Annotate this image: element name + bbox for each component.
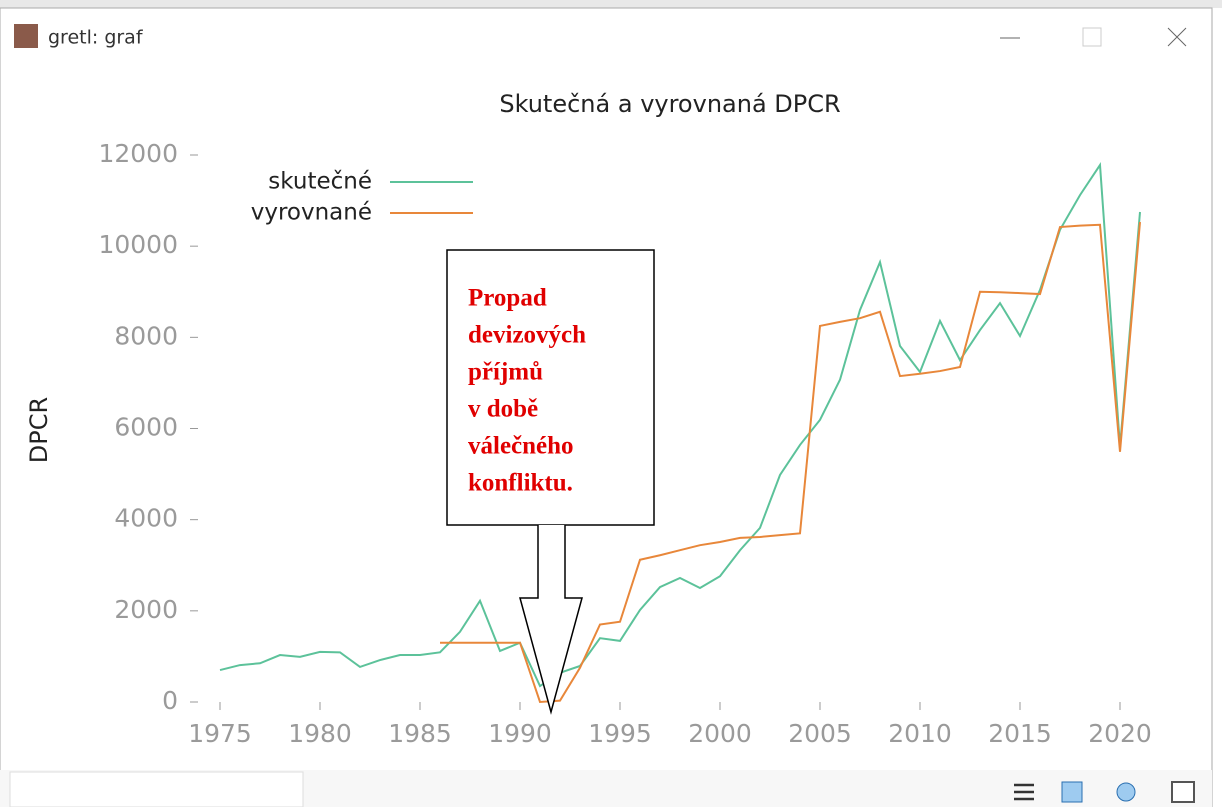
- annotation-text: v době: [468, 396, 538, 423]
- maximize-button[interactable]: [1082, 27, 1102, 47]
- annotation-text: konfliktu.: [468, 470, 573, 497]
- x-tick-label: 1995: [588, 719, 652, 748]
- x-tick-label: 2010: [888, 719, 952, 748]
- legend-label: vyrovnané: [251, 200, 372, 226]
- y-tick-label: 4000: [114, 504, 178, 533]
- annotation-text: Propad: [468, 285, 547, 312]
- x-tick-label: 2005: [788, 719, 852, 748]
- chart-title: Skutečná a vyrovnaná DPCR: [499, 90, 840, 118]
- annotation-text: příjmů: [468, 359, 543, 386]
- x-tick-label: 1985: [388, 719, 452, 748]
- y-tick-label: 8000: [114, 321, 178, 350]
- y-tick-label: 0: [162, 686, 178, 715]
- x-tick-label: 1975: [188, 719, 252, 748]
- x-tick-label: 2020: [1088, 719, 1152, 748]
- legend-label: skutečné: [268, 169, 372, 195]
- annotation-text: devizových: [468, 322, 586, 349]
- status-field: [9, 771, 304, 807]
- annotation-text: válečného: [468, 433, 574, 460]
- window-title: gretl: graf: [48, 27, 144, 49]
- y-tick-label: 12000: [98, 139, 178, 168]
- menu-icon[interactable]: [1014, 783, 1034, 801]
- annotation-box: [446, 249, 655, 526]
- y-axis-label: DPCR: [25, 397, 53, 463]
- x-tick-label: 1980: [288, 719, 352, 748]
- series-line: [219, 162, 1141, 688]
- y-tick-label: 2000: [114, 595, 178, 624]
- window-icon[interactable]: [1171, 781, 1195, 803]
- x-tick-label: 2015: [988, 719, 1052, 748]
- app-icon: [14, 24, 38, 48]
- series-line: [440, 221, 1141, 704]
- y-tick-label: 10000: [98, 230, 178, 259]
- zoom-icon[interactable]: [1061, 781, 1083, 803]
- center-icon[interactable]: [1116, 782, 1136, 802]
- annotation: [446, 249, 655, 715]
- close-button[interactable]: [1167, 27, 1187, 47]
- top-strip: [0, 0, 1222, 8]
- x-tick-label: 1990: [488, 719, 552, 748]
- annotation-arrow: [519, 525, 583, 715]
- y-tick-label: 6000: [114, 413, 178, 442]
- x-tick-label: 2000: [688, 719, 752, 748]
